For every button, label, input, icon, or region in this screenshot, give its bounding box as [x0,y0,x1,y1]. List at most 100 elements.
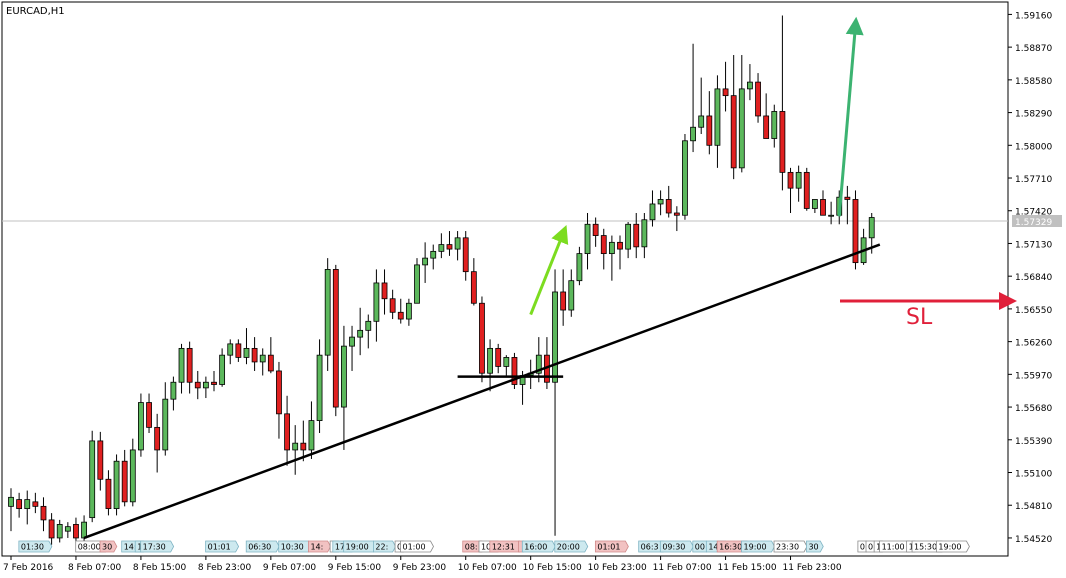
news-marker[interactable]: 01:00 [400,540,434,553]
news-marker[interactable]: 30 [806,540,824,553]
news-marker-tag[interactable] [936,540,970,553]
bull-candle-body [292,442,299,451]
bull-candle-body [24,499,31,510]
y-tick-label: 1.58000 [1015,142,1052,152]
candle [803,167,810,211]
bear-candle-body [194,381,201,389]
x-tick-label: 8 Feb 15:00 [133,563,187,573]
news-marker[interactable]: 19:00 [343,540,378,553]
news-marker-tag[interactable] [18,540,53,553]
bull-candle-body [454,237,461,250]
candle [414,258,420,304]
news-marker[interactable]: 30 [99,540,118,553]
bear-candle-body [397,311,404,320]
news-marker-label: 01:30 [21,543,44,552]
news-marker-tag[interactable] [140,540,175,553]
news-marker-tag[interactable] [554,540,589,553]
news-marker[interactable]: 06:30 [245,540,280,553]
news-marker-tag[interactable] [659,540,694,553]
news-marker[interactable]: 20:00 [554,540,589,553]
news-marker-tag[interactable] [521,540,556,553]
news-marker[interactable]: 01:30 [18,540,53,553]
candle [479,296,485,383]
bull-candle-body [243,347,250,358]
news-marker-label: 16:00 [524,543,547,552]
bull-candle-body [227,343,234,356]
candle [608,235,615,281]
news-marker-label: 1 [137,543,142,552]
news-marker-tag[interactable] [245,540,280,553]
candle [324,258,331,371]
news-marker[interactable]: 23:30 [773,540,808,553]
news-marker[interactable]: 17:30 [140,540,175,553]
news-marker-tag[interactable] [373,540,397,553]
news-marker-tag[interactable] [806,540,824,553]
candle [16,492,23,518]
bull-candle-body [308,420,315,451]
candle [820,190,826,216]
candle [511,352,518,390]
x-tick-label: 11 Feb 07:00 [653,563,712,573]
bull-candle-body [64,526,71,532]
bear-candle-body [300,442,307,451]
news-marker-tag[interactable] [205,540,240,553]
news-marker-tag[interactable] [99,540,118,553]
news-marker[interactable]: 22: [373,540,397,553]
news-marker[interactable]: 01:01 [205,540,240,553]
y-tick-label: 1.57420 [1015,208,1052,218]
news-marker-label: 0 [397,543,402,552]
news-marker-tag[interactable] [594,540,629,553]
news-marker-tag[interactable] [773,540,808,553]
bear-candle-body [154,426,161,451]
news-marker[interactable]: 14: [308,540,332,553]
news-marker-tag[interactable] [400,540,434,553]
news-marker[interactable]: 01:01 [594,540,629,553]
news-marker-label: 30 [808,543,818,552]
news-marker-label: 12:31 [492,543,515,552]
candle [97,431,104,491]
news-marker-tag[interactable] [741,540,775,553]
bear-candle-body [267,354,274,372]
bear-candle-body [40,505,47,521]
candle [698,77,705,135]
news-marker[interactable]: 12:31 [489,540,524,553]
bear-candle-body [560,291,567,311]
bear-candle-body [284,413,290,451]
news-marker-label: 0 [860,543,865,552]
news-marker-label: 08: [465,543,478,552]
bear-candle-body [673,212,680,216]
candle [649,190,656,227]
candle [341,325,347,450]
news-marker-label: 10:30 [281,543,304,552]
candle [276,361,282,439]
x-tick-label: 10 Feb 15:00 [523,563,582,573]
bear-candle-body [722,88,729,97]
news-marker[interactable]: 16:00 [521,540,556,553]
news-marker-label: 15:30 [914,543,937,552]
candle [714,75,721,168]
news-marker[interactable]: 19:00 [936,540,970,553]
news-marker-label: 20:00 [557,543,580,552]
candle [81,515,87,545]
candle [194,370,201,400]
bear-candle-body [600,235,607,255]
news-marker-tag[interactable] [308,540,332,553]
news-marker[interactable]: 10:30 [278,540,313,553]
news-marker[interactable]: 19:00 [741,540,775,553]
bear-candle-body [479,302,485,374]
y-tick-label: 1.54810 [1015,502,1052,512]
bear-candle-body [105,478,112,510]
candle [633,212,640,259]
bear-candle-body [73,524,79,539]
candle [422,242,429,283]
bull-candle-body [259,354,266,363]
candle [576,246,583,286]
bull-candle-body [178,347,185,383]
candle [852,190,859,270]
bear-candle-body [755,81,761,117]
candle [365,314,372,349]
news-marker[interactable]: 09:30 [659,540,694,553]
bull-candle-body [56,524,63,539]
candle [316,339,323,434]
